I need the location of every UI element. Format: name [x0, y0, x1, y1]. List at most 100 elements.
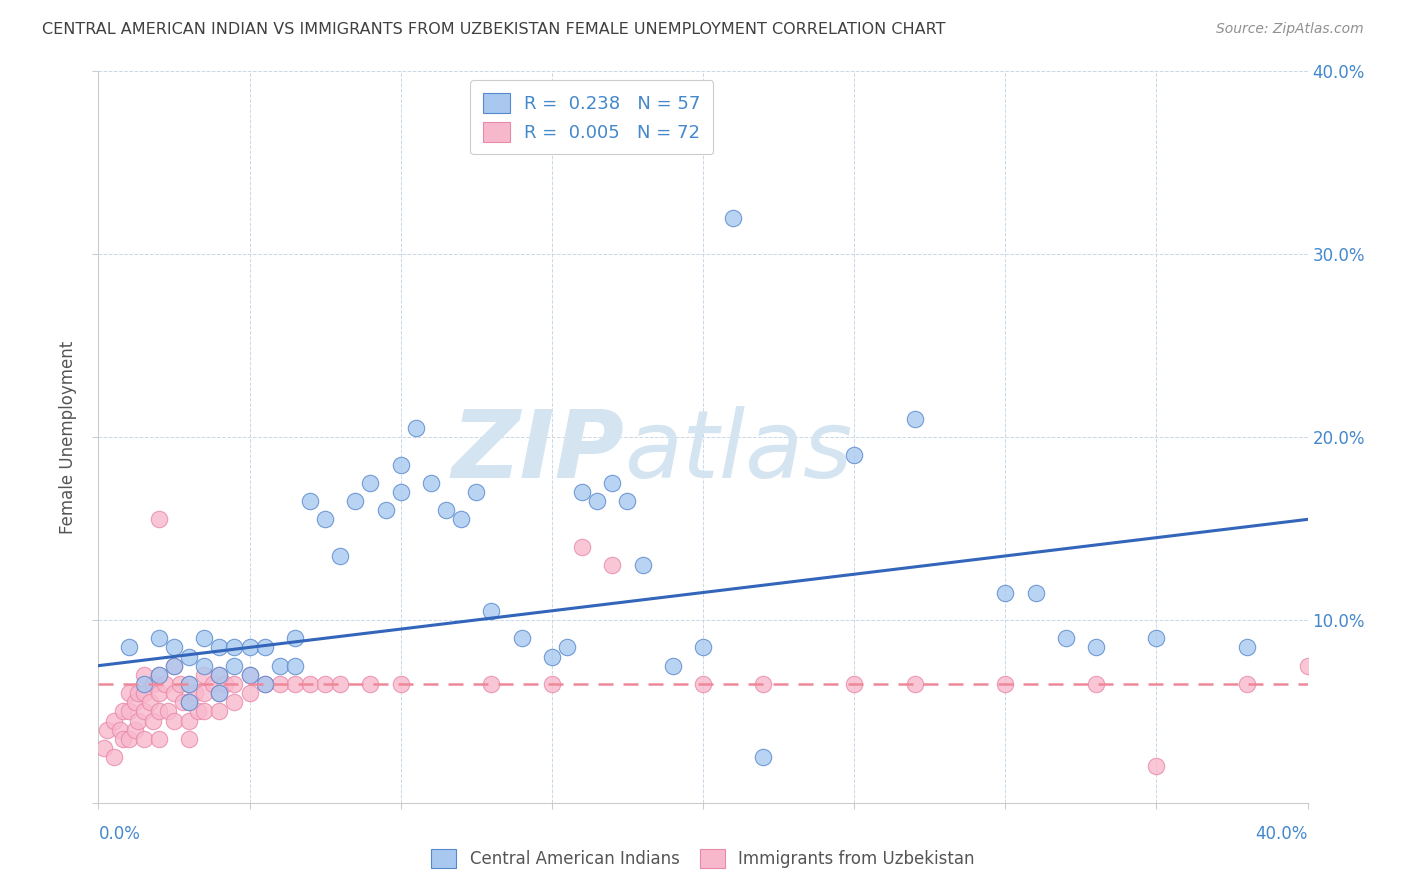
Point [127, 686, 149, 700]
Point [179, 714, 201, 728]
Point [329, 549, 352, 563]
Point [202, 677, 225, 691]
Point [586, 494, 609, 508]
Point [540, 677, 562, 691]
Point [269, 677, 291, 691]
Point [214, 677, 236, 691]
Point [208, 667, 231, 681]
Legend: Central American Indians, Immigrants from Uzbekistan: Central American Indians, Immigrants fro… [425, 843, 981, 875]
Point [904, 677, 927, 691]
Point [148, 731, 170, 746]
Point [132, 731, 155, 746]
Y-axis label: Female Unemployment: Female Unemployment [59, 341, 77, 533]
Point [118, 686, 141, 700]
Point [1085, 640, 1108, 655]
Point [284, 632, 307, 646]
Point [389, 677, 412, 691]
Point [132, 686, 155, 700]
Point [163, 640, 186, 655]
Point [692, 677, 714, 691]
Point [329, 677, 352, 691]
Point [616, 494, 638, 508]
Point [124, 695, 146, 709]
Point [752, 677, 775, 691]
Point [540, 649, 562, 664]
Point [142, 714, 165, 728]
Point [465, 485, 488, 500]
Point [481, 604, 503, 618]
Point [994, 677, 1017, 691]
Point [224, 658, 246, 673]
Point [224, 677, 246, 691]
Point [239, 686, 262, 700]
Point [179, 695, 201, 709]
Point [127, 714, 149, 728]
Point [163, 686, 186, 700]
Point [193, 667, 215, 681]
Point [723, 211, 745, 225]
Point [118, 640, 141, 655]
Legend: R =  0.238   N = 57, R =  0.005   N = 72: R = 0.238 N = 57, R = 0.005 N = 72 [470, 80, 713, 154]
Point [314, 677, 336, 691]
Point [193, 705, 215, 719]
Point [163, 658, 186, 673]
Point [253, 677, 276, 691]
Point [239, 640, 262, 655]
Point [193, 632, 215, 646]
Point [555, 640, 578, 655]
Point [1024, 585, 1046, 599]
Point [184, 686, 207, 700]
Point [450, 512, 472, 526]
Point [631, 558, 654, 573]
Point [163, 658, 186, 673]
Point [172, 695, 194, 709]
Point [179, 649, 201, 664]
Point [1144, 632, 1167, 646]
Point [571, 540, 593, 554]
Point [111, 731, 134, 746]
Point [132, 705, 155, 719]
Point [224, 695, 246, 709]
Point [208, 640, 231, 655]
Point [93, 740, 115, 755]
Text: Source: ZipAtlas.com: Source: ZipAtlas.com [1216, 22, 1364, 37]
Point [142, 677, 165, 691]
Point [239, 667, 262, 681]
Point [148, 667, 170, 681]
Point [602, 475, 624, 490]
Point [148, 632, 170, 646]
Text: 0.0%: 0.0% [98, 825, 141, 843]
Point [284, 658, 307, 673]
Point [299, 494, 322, 508]
Point [299, 677, 322, 691]
Point [405, 421, 427, 435]
Point [118, 705, 141, 719]
Point [1085, 677, 1108, 691]
Point [1296, 658, 1319, 673]
Point [253, 640, 276, 655]
Point [103, 750, 125, 764]
Text: 40.0%: 40.0% [1256, 825, 1308, 843]
Point [434, 503, 457, 517]
Point [118, 731, 141, 746]
Point [389, 458, 412, 472]
Point [208, 667, 231, 681]
Point [662, 658, 685, 673]
Point [96, 723, 118, 737]
Point [1236, 640, 1258, 655]
Point [132, 677, 155, 691]
Point [156, 705, 179, 719]
Point [360, 475, 382, 490]
Point [389, 485, 412, 500]
Point [108, 723, 131, 737]
Point [344, 494, 367, 508]
Point [571, 485, 593, 500]
Point [374, 503, 396, 517]
Point [179, 677, 201, 691]
Point [111, 705, 134, 719]
Point [148, 686, 170, 700]
Point [510, 632, 533, 646]
Point [1054, 632, 1077, 646]
Point [208, 705, 231, 719]
Point [284, 677, 307, 691]
